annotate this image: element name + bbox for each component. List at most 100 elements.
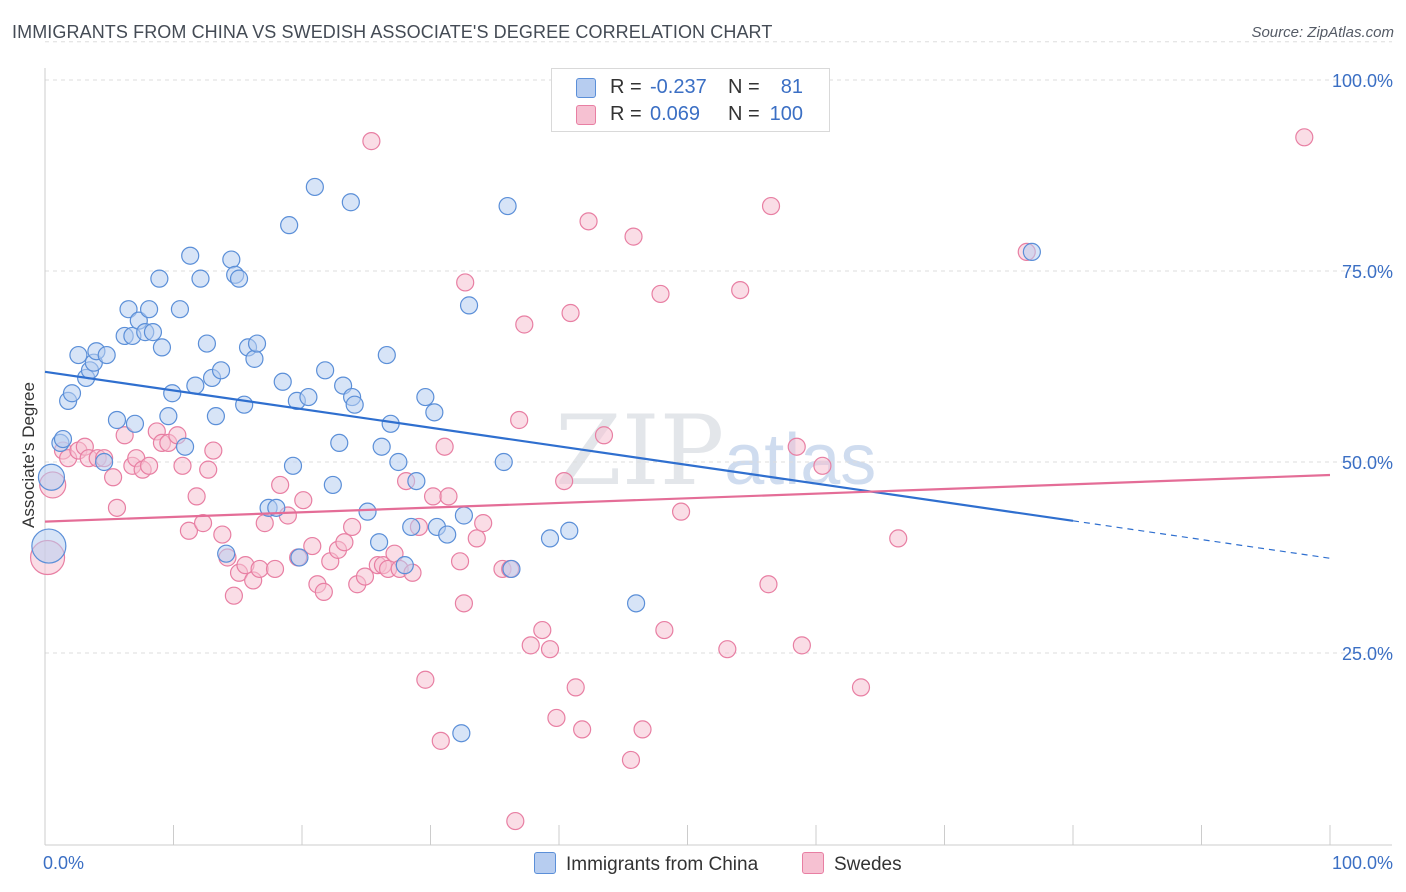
china-point [217,544,236,563]
china-point [150,269,169,288]
swedes-point [594,426,614,445]
swedes-point [792,636,811,655]
swedes-point [579,212,598,231]
china-point [95,452,114,472]
swedes-point [416,670,435,689]
china-point [626,594,646,613]
r-value: -0.237 [650,76,707,98]
trend-lines [44,370,1331,559]
china-point [290,548,309,567]
swedes-point [540,640,560,659]
china-point [358,502,377,521]
swedes-point [718,640,737,659]
china-point [139,300,159,319]
china-point [273,372,292,391]
y-tick-label: 25.0% [1342,644,1393,664]
china-point [170,300,190,319]
china-point [119,300,138,319]
n-value: 81 [780,76,803,98]
swedes-point [547,708,566,728]
china-point [452,724,471,743]
swedes-point [510,410,529,430]
swedes-point [294,491,313,510]
swedes-point [761,196,781,216]
china-point [125,414,145,433]
china-point [459,296,479,315]
swedes-trend-line [44,473,1331,523]
swedes-point [521,636,540,655]
china-point [181,246,200,265]
china-point [107,410,127,430]
swedes-point [423,487,443,506]
swedes-point [454,594,474,613]
x-tick-label: 0.0% [43,853,84,873]
r-label: R = [610,76,642,98]
chart-title: IMMIGRANTS FROM CHINA VS SWEDISH ASSOCIA… [12,22,773,42]
swedes-point [250,559,269,579]
china-point [341,193,360,212]
china-point [389,452,408,472]
swedes-point [335,533,354,552]
swedes-point [314,582,333,601]
swedes-point [271,475,290,495]
swedes-point [431,731,450,750]
swedes-point [213,525,232,544]
china-point [280,216,299,235]
china-points [31,177,1041,743]
swedes-point [474,514,493,533]
swedes-point [889,529,908,548]
china-point [345,395,364,414]
china-point [206,407,226,426]
swedes-point [506,811,525,831]
swedes-swatch [576,105,596,125]
china-point [560,521,579,540]
swedes-point [561,303,580,323]
swedes-point [139,456,159,475]
r-label: R = [610,103,642,125]
swedes-point [555,472,574,491]
china-point [372,437,391,456]
swedes-point [193,514,213,533]
swedes-point [450,552,470,571]
swedes-point [456,273,475,292]
swedes-point [187,487,206,506]
swedes-point [533,620,552,640]
swedes-point [621,750,641,770]
swedes-point [566,678,585,697]
correlation-legend: R = -0.237 N = 81 R = 0.069 N = 100 [551,68,830,132]
legend-item-swedes: Swedes [802,852,902,876]
china-point [159,407,178,426]
swedes-point [343,517,362,537]
swedes-point [671,502,691,521]
source-credit: Source: ZipAtlas.com [1251,24,1394,41]
swedes-points [29,128,1314,831]
swedes-point [115,426,134,445]
china-point [370,533,389,552]
china-point [97,345,116,365]
swedes-point [435,437,454,456]
china-point [395,556,414,575]
china-point [245,349,264,368]
china-point [163,384,182,403]
y-axis-label: Associate's Degree [19,382,38,528]
china-point [31,528,67,564]
china-point [1022,242,1041,261]
china-point [402,517,421,537]
swedes-point [813,456,832,475]
watermark: ZIPatlas [555,395,876,507]
swedes-point [851,678,871,697]
swedes-point [255,514,274,533]
swedes-point [651,284,670,304]
china-point [502,559,521,579]
legend-row-swedes: R = 0.069 N = 100 [552,101,829,127]
watermark-atlas: atlas [724,420,877,500]
n-label: N = [728,76,760,98]
swedes-point [759,575,778,594]
swedes-point [573,720,592,739]
swedes-point [655,620,674,640]
swedes-legend-label: Swedes [834,854,902,875]
swedes-point [355,567,375,586]
swedes-point [787,437,806,456]
y-tick-label: 100.0% [1332,71,1393,91]
china-trend-line [44,370,1074,522]
